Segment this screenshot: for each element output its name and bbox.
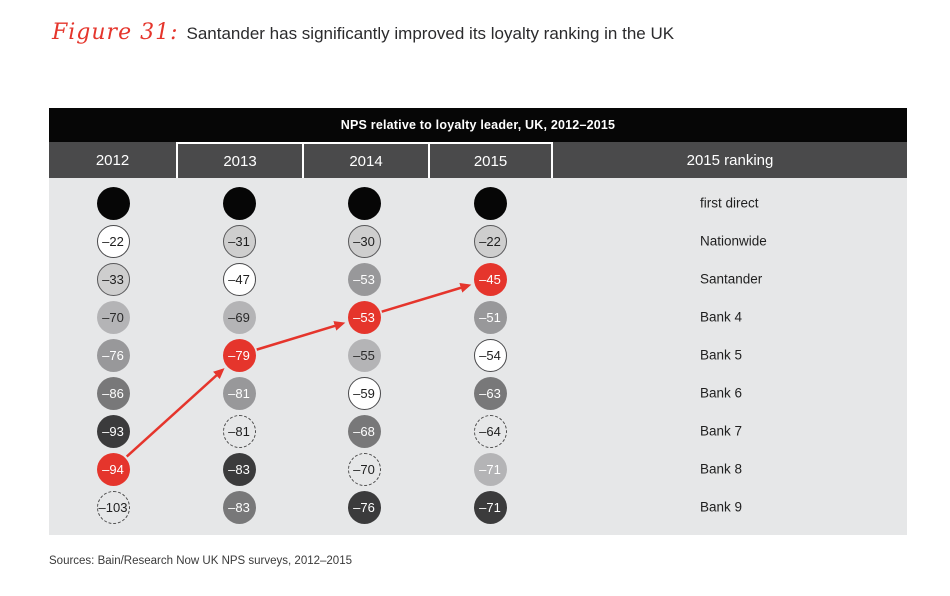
- sources-note: Sources: Bain/Research Now UK NPS survey…: [49, 555, 352, 567]
- table-title-text: NPS relative to loyalty leader, UK, 2012…: [340, 118, 616, 132]
- trend-arrow-2: [256, 321, 346, 351]
- column-header-2012: 2012: [95, 151, 130, 169]
- nps-circle-2012-rank7: –93: [96, 414, 130, 448]
- nps-circle-2013-rank3: –47: [222, 262, 256, 296]
- nps-circle-2015-rank1: [473, 186, 507, 220]
- nps-circle-2013-rank9: –83: [222, 490, 256, 524]
- bank-label-rank5: Bank 5: [700, 347, 743, 363]
- nps-circle-2012-rank4: –70: [96, 300, 130, 334]
- table-title-bar: NPS relative to loyalty leader, UK, 2012…: [49, 108, 907, 142]
- nps-circle-2014-rank4: –53: [347, 300, 381, 334]
- nps-circle-2013-rank8: –83: [222, 452, 256, 486]
- nps-circle-2014-rank9: –76: [347, 490, 381, 524]
- nps-circle-2012-rank2: –22: [96, 224, 130, 258]
- nps-circle-2014-rank7: –68: [347, 414, 381, 448]
- bank-label-rank8: Bank 8: [700, 461, 743, 477]
- nps-circle-2015-rank6: –63: [473, 376, 507, 410]
- nps-circle-2015-rank9: –71: [473, 490, 507, 524]
- nps-circle-2015-rank5: –54: [473, 338, 507, 372]
- bank-label-rank6: Bank 6: [700, 385, 743, 401]
- bank-label-rank4: Bank 4: [700, 309, 743, 325]
- nps-circle-2014-rank6: –59: [347, 376, 381, 410]
- trend-arrow-1: [125, 368, 225, 458]
- nps-circle-2013-rank6: –81: [222, 376, 256, 410]
- nps-circle-2013-rank1: [222, 186, 256, 220]
- nps-circle-2014-rank2: –30: [347, 224, 381, 258]
- nps-circle-2013-rank2: –31: [222, 224, 256, 258]
- nps-circle-2012-rank5: –76: [96, 338, 130, 372]
- nps-circle-2012-rank9: –103: [96, 490, 130, 524]
- nps-circle-2013-rank7: –81: [222, 414, 256, 448]
- nps-circle-2015-rank8: –71: [473, 452, 507, 486]
- bank-label-rank2: Nationwide: [700, 233, 767, 249]
- nps-circle-2015-rank7: –64: [473, 414, 507, 448]
- nps-circle-2014-rank8: –70: [347, 452, 381, 486]
- figure-number-label: Figure 31:: [52, 20, 179, 45]
- column-header-ranking: 2015 ranking: [686, 151, 774, 169]
- figure-title-text: Santander has significantly improved its…: [186, 24, 675, 43]
- nps-circle-2012-rank6: –86: [96, 376, 130, 410]
- figure-title: Figure 31: Santander has significantly im…: [52, 20, 674, 45]
- bank-label-rank1: first direct: [700, 195, 759, 211]
- bank-label-rank9: Bank 9: [700, 499, 743, 515]
- column-header-2015: 2015: [428, 142, 553, 178]
- nps-circle-2013-rank5: –79: [222, 338, 256, 372]
- nps-circle-2014-rank5: –55: [347, 338, 381, 372]
- bank-label-rank7: Bank 7: [700, 423, 743, 439]
- nps-circle-2012-rank8: –94: [96, 452, 130, 486]
- nps-circle-2012-rank3: –33: [96, 262, 130, 296]
- nps-circle-2015-rank4: –51: [473, 300, 507, 334]
- nps-circle-2015-rank3: –45: [473, 262, 507, 296]
- nps-ranking-table: NPS relative to loyalty leader, UK, 2012…: [49, 108, 907, 535]
- nps-circle-2013-rank4: –69: [222, 300, 256, 334]
- column-header-2014: 2014: [302, 142, 428, 178]
- nps-circle-2014-rank1: [347, 186, 381, 220]
- nps-circle-2015-rank2: –22: [473, 224, 507, 258]
- nps-circle-2012-rank1: [96, 186, 130, 220]
- bank-label-rank3: Santander: [700, 271, 763, 287]
- nps-circle-2014-rank3: –53: [347, 262, 381, 296]
- column-header-2013: 2013: [176, 142, 302, 178]
- table-body: –22 –33 –70 –76 –86 –93 –94 –103 –31 –47 –69 –79 –81…: [49, 178, 907, 535]
- trend-arrow-3: [381, 283, 472, 313]
- table-column-headers: 2012 2013 2014 2015 2015 ranking: [49, 142, 907, 178]
